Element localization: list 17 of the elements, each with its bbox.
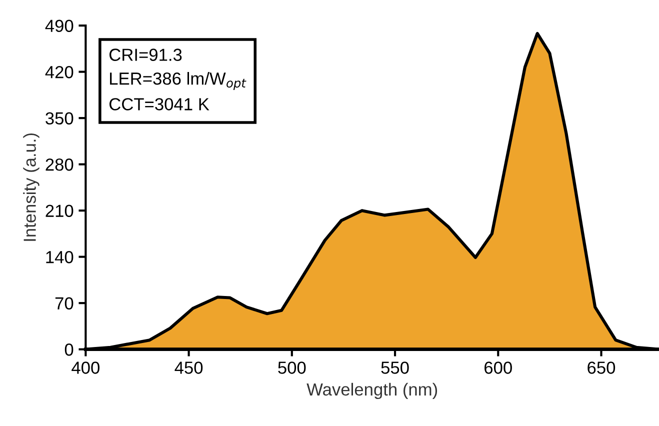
y-tick-label: 0	[64, 343, 74, 356]
y-tick-label: 210	[46, 204, 74, 218]
y-tick-label: 490	[45, 20, 74, 32]
x-tick-label: 600	[484, 362, 512, 374]
x-tick-label: 500	[278, 362, 306, 374]
y-tick-label: 280	[46, 158, 74, 171]
y-tick-label: 140	[46, 250, 74, 264]
x-tick-label: 450	[174, 362, 203, 374]
x-axis-title: Wavelength (nm)	[306, 382, 438, 400]
text: CRI=91.3 LER=386 lm/W$_{opt}$ CCT=3041 K	[109, 48, 246, 110]
y-tick-label: 420	[45, 66, 74, 78]
y-tick-label: 350	[46, 112, 74, 125]
x-tick-label: 550	[381, 362, 409, 374]
x-tick-label: 400	[72, 362, 100, 374]
x-tick-label: 650	[588, 362, 616, 374]
y-tick-label: 70	[55, 297, 74, 310]
y-axis-title: Intensity (a.u.)	[23, 134, 40, 241]
